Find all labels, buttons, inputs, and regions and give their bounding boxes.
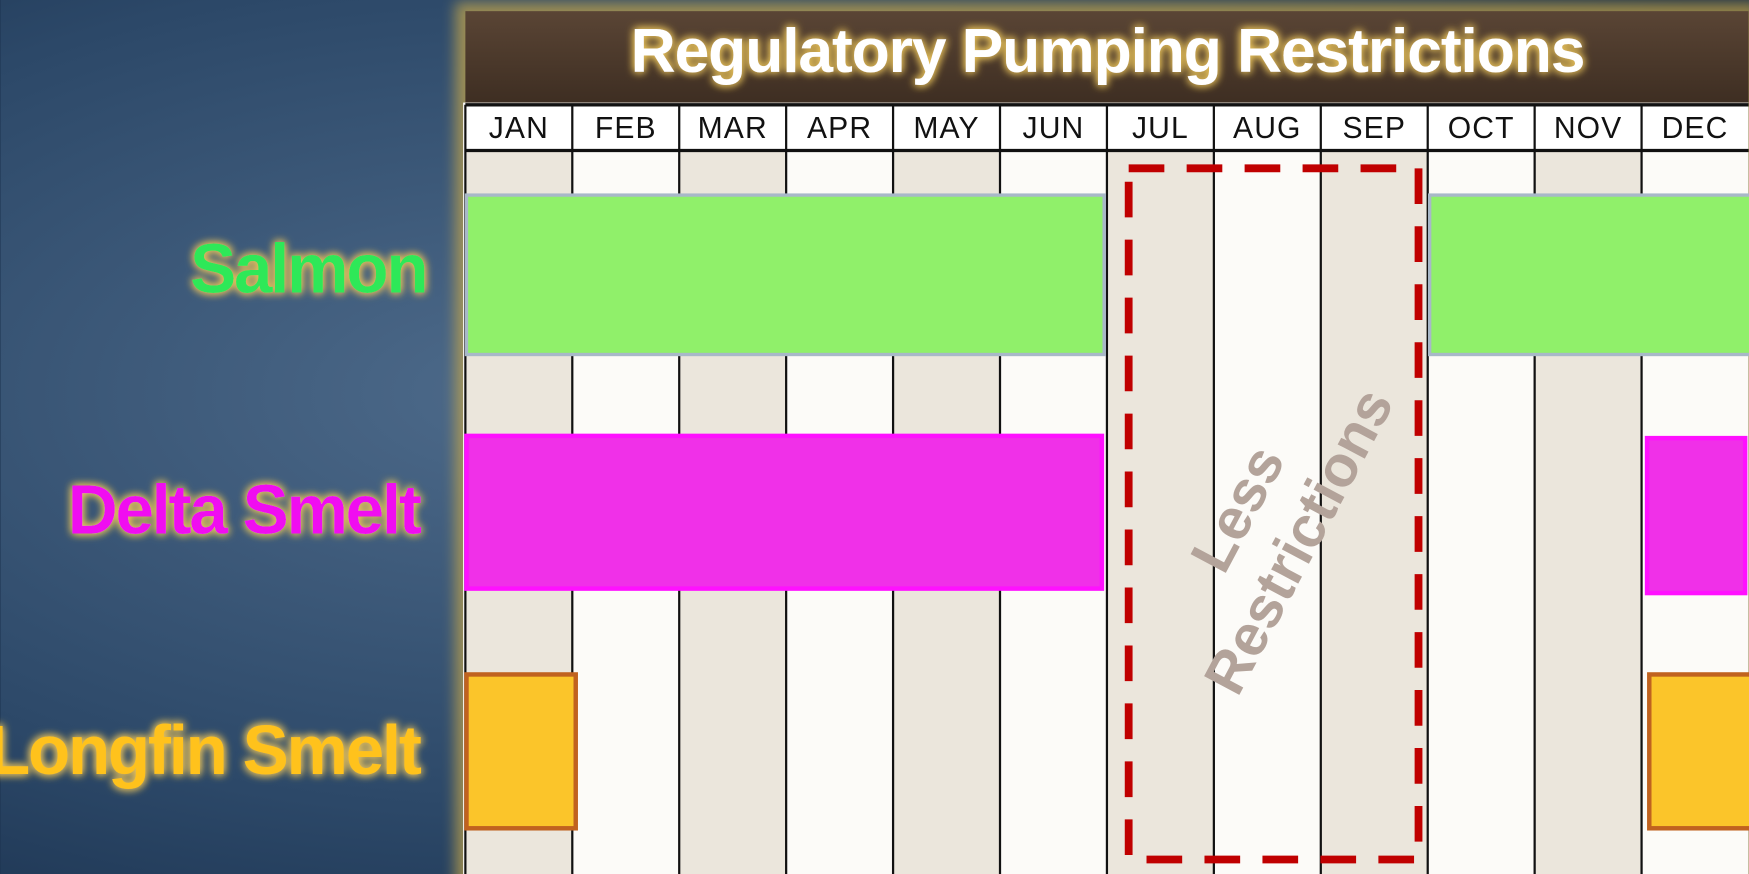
less-restrictions-box [1124, 164, 1423, 864]
restriction-bars [464, 193, 1749, 831]
salmon-bar [464, 193, 1106, 357]
month-label: APR [807, 112, 872, 145]
month-label: NOV [1554, 112, 1623, 145]
row-label: Longfin Smelt [0, 711, 422, 789]
month-label: JUL [1132, 112, 1189, 145]
longfin-smelt-bar [464, 672, 578, 831]
title-bar [465, 11, 1749, 103]
month-label: SEP [1342, 112, 1406, 145]
delta-smelt-bar [464, 433, 1105, 591]
month-label: FEB [595, 112, 657, 145]
salmon-bar [1427, 193, 1749, 357]
month-label: DEC [1662, 112, 1729, 145]
month-label: OCT [1448, 112, 1515, 145]
month-label: JAN [489, 112, 549, 145]
title: Regulatory Pumping Restrictions [631, 16, 1585, 86]
month-label: JUN [1023, 112, 1085, 145]
month-label: MAR [698, 112, 768, 145]
month-column [1213, 150, 1321, 874]
longfin-smelt-bar [1647, 672, 1749, 831]
month-column [1320, 150, 1428, 874]
row-label: Salmon [190, 229, 426, 307]
delta-smelt-bar [1644, 435, 1748, 596]
month-label: AUG [1233, 112, 1302, 145]
month-label: MAY [913, 112, 979, 145]
month-column [1106, 150, 1214, 874]
row-label: Delta Smelt [68, 470, 422, 548]
